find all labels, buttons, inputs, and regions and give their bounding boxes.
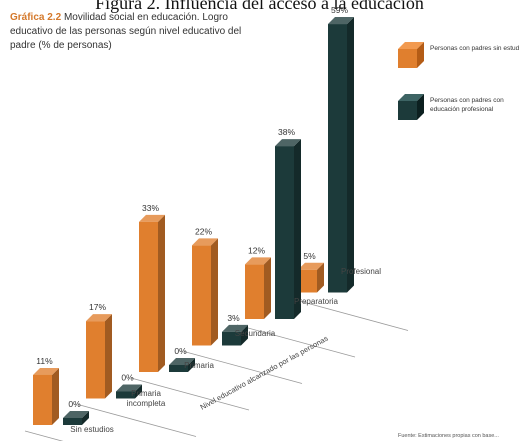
bar-side xyxy=(158,214,165,372)
data-label: 22% xyxy=(195,226,212,236)
category-label: Preparatoria xyxy=(294,297,339,306)
bar-front xyxy=(116,391,135,399)
bar-s1-5 xyxy=(298,262,324,293)
category-label: Primaria xyxy=(184,361,214,370)
bar-top xyxy=(63,411,89,418)
bar-side xyxy=(264,257,271,319)
bar-front xyxy=(245,264,264,319)
legend-swatch-dark-icon xyxy=(398,94,424,120)
data-label: 3% xyxy=(227,313,240,323)
floor-line xyxy=(289,298,409,331)
data-label: 38% xyxy=(278,127,295,137)
chart-title: Gráfica 2.2 Movilidad social en educació… xyxy=(10,11,265,53)
bar-top xyxy=(298,262,324,270)
legend-swatch-orange-icon xyxy=(398,42,424,68)
data-label: 0% xyxy=(68,399,81,409)
legend-item-series-2: Personas con padres con educación profes… xyxy=(398,92,519,120)
category-label: Sin estudios xyxy=(70,425,114,434)
bar-front xyxy=(63,418,82,425)
bar-side xyxy=(82,411,89,425)
bar-front xyxy=(169,365,188,372)
bar-front xyxy=(86,321,105,399)
bar-s2-0 xyxy=(63,411,89,425)
bar-top xyxy=(139,214,165,222)
data-label: 0% xyxy=(174,346,187,356)
category-label: Primaria incompleta xyxy=(127,389,166,408)
category-label-line: incompleta xyxy=(127,399,166,408)
data-label: 33% xyxy=(142,203,159,213)
bar-side xyxy=(317,262,324,293)
data-label: 0% xyxy=(121,373,134,383)
bar-top xyxy=(86,314,112,322)
bar-top xyxy=(222,324,248,332)
bar-top xyxy=(275,139,301,147)
bar-front xyxy=(328,24,347,293)
bar-side xyxy=(211,238,218,346)
bar-top xyxy=(328,17,354,25)
figure-caption: Figura 2. Influencia del acceso a la edu… xyxy=(95,0,424,13)
data-label: 11% xyxy=(36,356,53,366)
category-label-line: Primaria xyxy=(131,389,161,398)
floor-line xyxy=(183,351,303,384)
data-label: 5% xyxy=(303,251,316,261)
chart-title-text: Movilidad social en educación. Logro edu… xyxy=(10,12,242,51)
bar-side xyxy=(52,367,59,425)
category-label: Secundaria xyxy=(235,329,276,338)
bar-front xyxy=(222,331,241,346)
bar-side xyxy=(347,17,354,293)
bar-side xyxy=(135,384,142,399)
bar-side xyxy=(105,314,112,399)
bar-top xyxy=(169,358,195,365)
bar-front xyxy=(298,269,317,293)
legend-item-series-1: Personas con padres sin estudios xyxy=(398,40,519,68)
bar-top xyxy=(33,367,59,375)
bar-s2-5 xyxy=(328,17,354,293)
bar-s1-1 xyxy=(86,314,112,399)
x-axis-label: Nivel educativo alcanzado por las person… xyxy=(199,334,330,412)
bar-s2-1 xyxy=(116,384,142,399)
floor-line xyxy=(236,324,356,358)
bar-side xyxy=(294,139,301,319)
bar-top xyxy=(116,384,142,392)
bar-s2-4 xyxy=(275,139,301,319)
floor-line xyxy=(130,377,250,411)
data-label: 12% xyxy=(248,245,265,255)
bar-top xyxy=(192,238,218,246)
legend-label-series-1: Personas con padres sin estudios xyxy=(430,45,519,52)
bar-s2-2 xyxy=(169,358,195,372)
bar-front xyxy=(33,374,52,425)
bar-front xyxy=(192,245,211,346)
bar-front xyxy=(275,146,294,319)
bar-front xyxy=(139,221,158,372)
data-label: 17% xyxy=(89,302,106,312)
bar-s1-3 xyxy=(192,238,218,346)
bar-s1-2 xyxy=(139,214,165,372)
source-note: Fuente: Estimaciones propias con base... xyxy=(398,433,499,439)
floor-line xyxy=(24,430,64,441)
floor-line xyxy=(77,404,197,437)
bar-s1-4 xyxy=(245,257,271,319)
bar-side xyxy=(188,358,195,372)
bar-top xyxy=(245,257,271,265)
bar-s1-0 xyxy=(33,367,59,425)
bar-s2-3 xyxy=(222,324,248,346)
category-label: Profesional xyxy=(341,267,381,276)
bar-side xyxy=(241,324,248,346)
data-label: 59% xyxy=(331,5,348,15)
legend-label-series-2: Personas con padres con educación profes… xyxy=(430,97,504,113)
chart-title-prefix: Gráfica 2.2 xyxy=(10,12,62,23)
